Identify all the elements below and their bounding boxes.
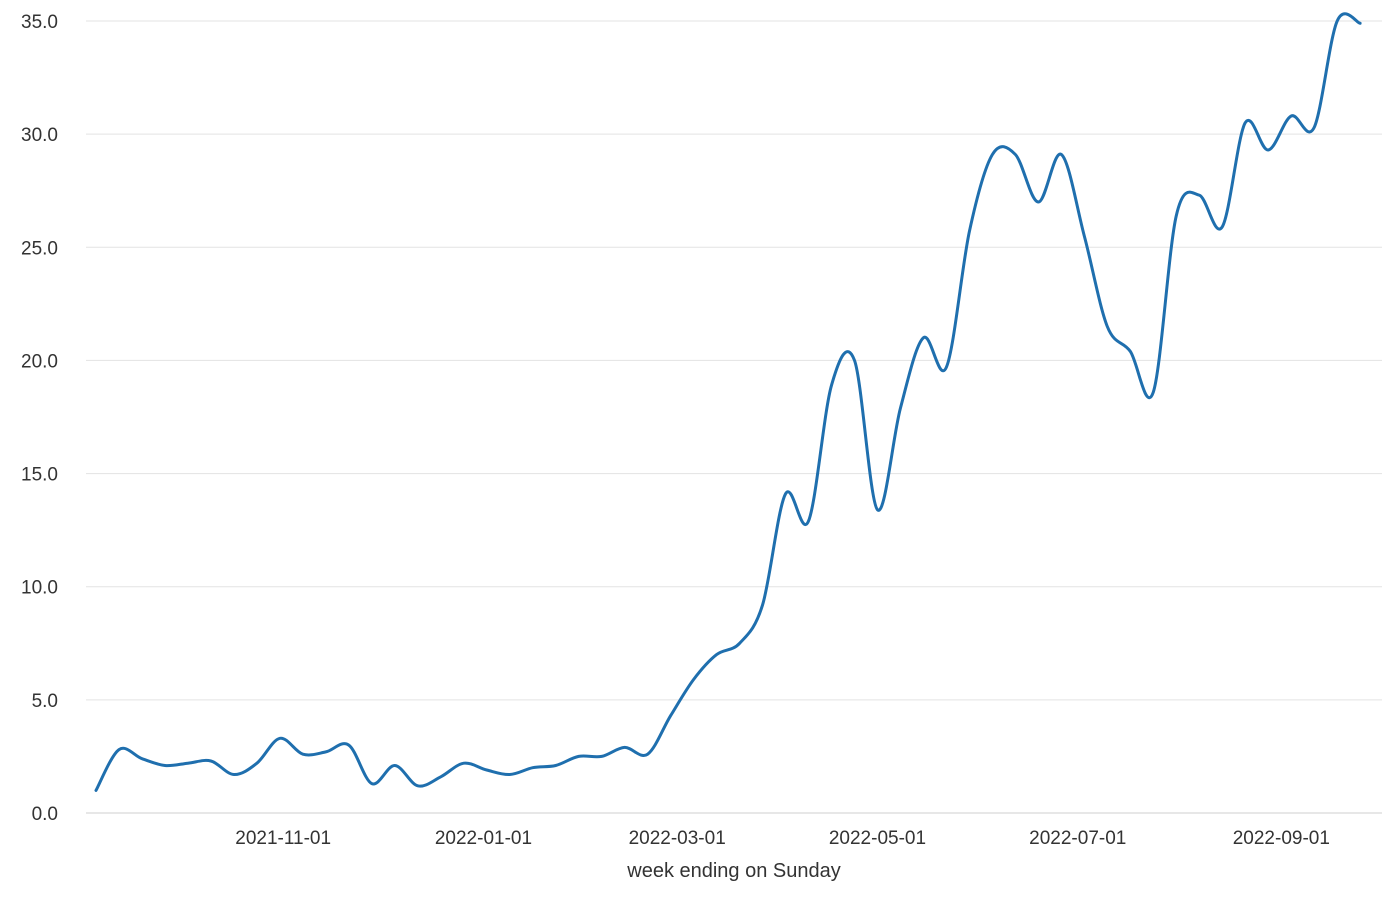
- y-tick-label: 0.0: [32, 804, 58, 825]
- y-tick-label: 20.0: [21, 351, 58, 372]
- x-tick-label: 2022-01-01: [435, 828, 532, 849]
- x-tick-label: 2022-07-01: [1029, 828, 1126, 849]
- y-tick-label: 35.0: [21, 12, 58, 33]
- y-tick-label: 25.0: [21, 238, 58, 259]
- x-axis-tick-labels: 2021-11-01 2022-01-01 2022-03-01 2022-05-01…: [235, 828, 1330, 849]
- y-axis-tick-labels: 0.0 5.0 10.0 15.0 20.0 25.0 30.0 35.0: [21, 12, 58, 825]
- series-line: [94, 12, 1362, 792]
- y-tick-label: 30.0: [21, 125, 58, 146]
- x-tick-label: 2022-03-01: [629, 828, 726, 849]
- x-tick-label: 2021-11-01: [235, 828, 331, 849]
- x-tick-label: 2022-09-01: [1233, 828, 1330, 849]
- x-tick-label: 2022-05-01: [829, 828, 926, 849]
- x-axis-title: week ending on Sunday: [626, 860, 841, 882]
- series-group: [94, 12, 1362, 792]
- gridlines: [86, 20, 1382, 701]
- y-tick-label: 5.0: [32, 691, 58, 712]
- y-tick-label: 10.0: [21, 578, 58, 599]
- y-tick-label: 15.0: [21, 465, 58, 486]
